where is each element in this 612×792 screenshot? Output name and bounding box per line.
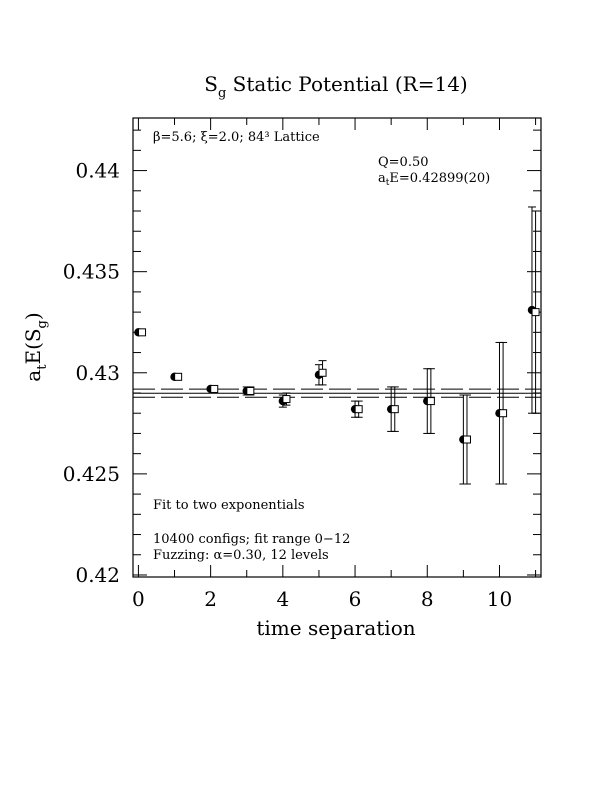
data-point-open xyxy=(499,409,508,418)
x-tick-label: 10 xyxy=(487,587,512,611)
data-markers xyxy=(134,305,540,444)
fit-band xyxy=(133,388,541,398)
q-annotation: Q=0.50 xyxy=(378,155,429,170)
data-point-open xyxy=(318,368,327,377)
fit-description: Fit to two exponentials xyxy=(153,498,305,513)
y-tick-labels: 0.42 0.425 0.43 0.435 0.44 xyxy=(63,159,120,587)
chart-title: Sg Static Potential (R=14) xyxy=(204,72,467,101)
error-bars xyxy=(242,206,540,485)
data-point-open xyxy=(354,405,363,414)
axis-ticks xyxy=(133,118,541,577)
data-point-open xyxy=(462,435,471,444)
fuzzing-annotation: Fuzzing: α=0.30, 12 levels xyxy=(153,548,329,563)
x-axis-title: time separation xyxy=(256,616,415,640)
data-point-open xyxy=(282,395,291,404)
data-point-open xyxy=(531,308,540,317)
y-tick-label: 0.43 xyxy=(75,361,120,385)
data-point-open xyxy=(210,384,219,393)
lattice-annotation: β=5.6; ξ=2.0; 84³ Lattice xyxy=(153,130,320,145)
x-tick-label: 2 xyxy=(204,587,217,611)
plot-frame xyxy=(132,117,542,578)
data-point-open xyxy=(174,372,183,381)
x-tick-label: 6 xyxy=(349,587,362,611)
y-tick-label: 0.425 xyxy=(63,462,120,486)
x-tick-label: 0 xyxy=(132,587,145,611)
energy-annotation: atE=0.42899(20) xyxy=(378,171,490,188)
data-point-open xyxy=(246,386,255,395)
x-tick-label: 4 xyxy=(276,587,289,611)
data-point-open xyxy=(390,405,399,414)
y-tick-label: 0.435 xyxy=(63,260,120,284)
x-tick-label: 8 xyxy=(421,587,434,611)
y-axis-title: atE(Sg) xyxy=(21,312,50,381)
data-point-open xyxy=(426,397,435,406)
data-point-open xyxy=(138,328,147,337)
y-tick-label: 0.42 xyxy=(75,563,120,587)
x-tick-labels: 0 2 4 6 8 10 xyxy=(132,587,512,611)
configs-annotation: 10400 configs; fit range 0−12 xyxy=(153,532,350,547)
y-tick-label: 0.44 xyxy=(75,159,120,183)
